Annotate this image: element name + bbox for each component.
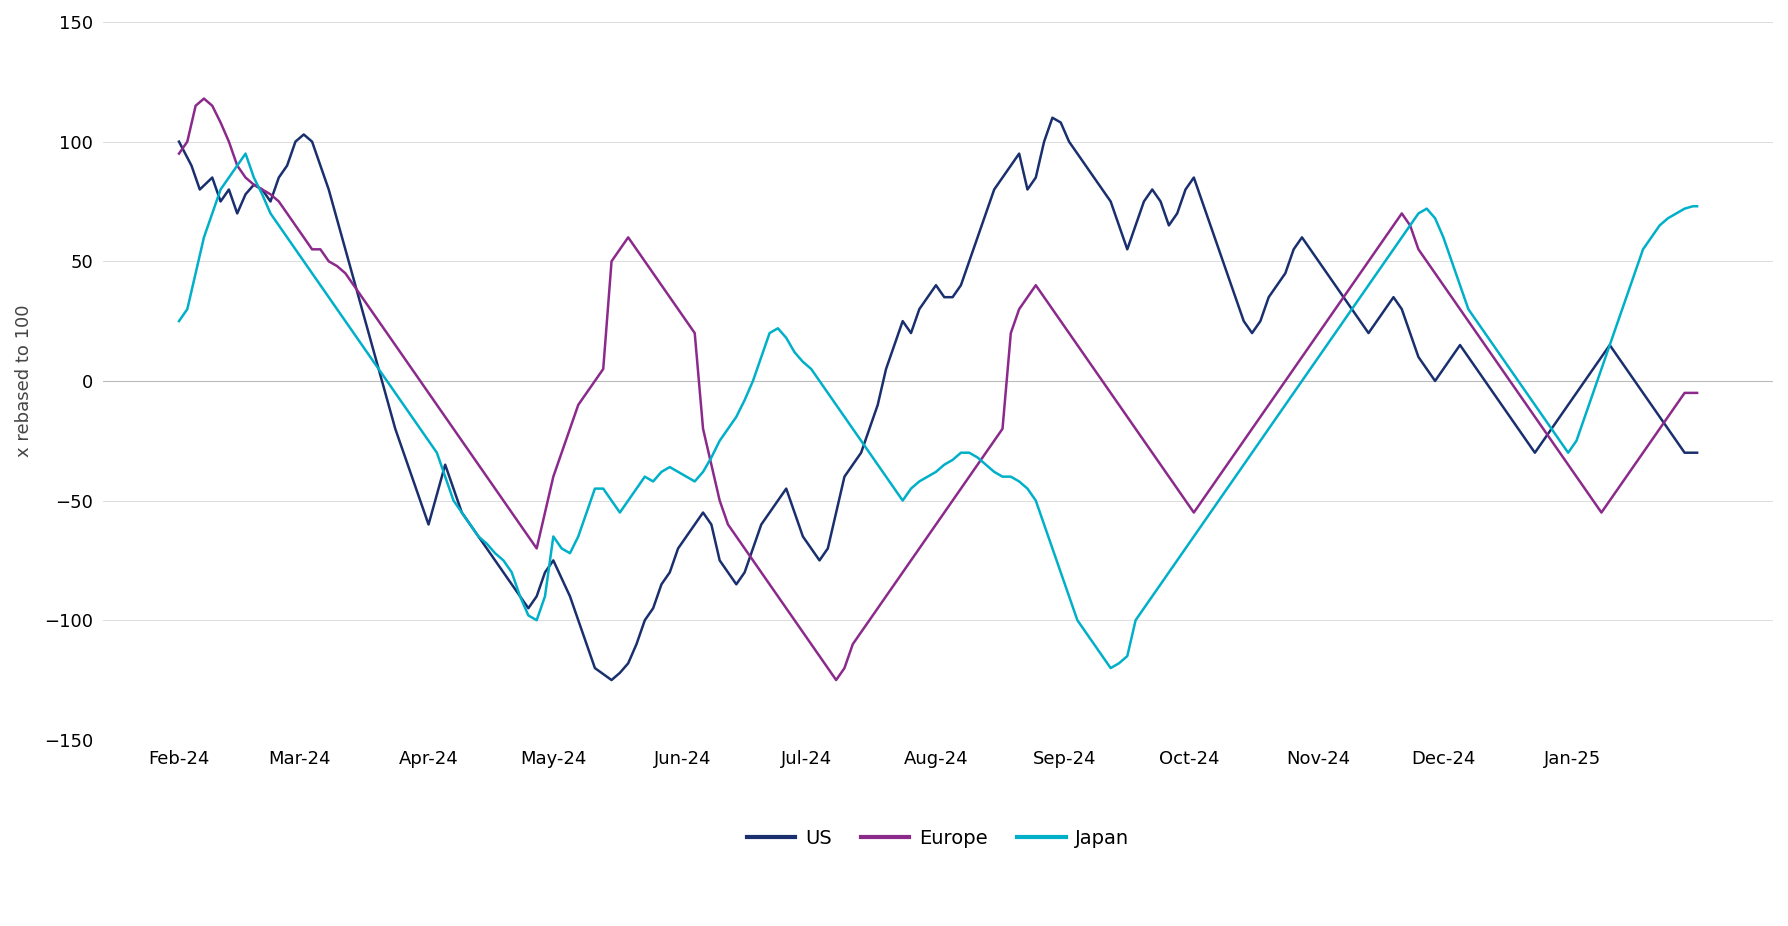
Line: Europe: Europe: [179, 98, 1697, 680]
Legend: US, Europe, Japan: US, Europe, Japan: [738, 821, 1137, 856]
Y-axis label: x rebased to 100: x rebased to 100: [14, 305, 32, 457]
Line: Japan: Japan: [179, 154, 1697, 668]
Line: US: US: [179, 118, 1697, 680]
